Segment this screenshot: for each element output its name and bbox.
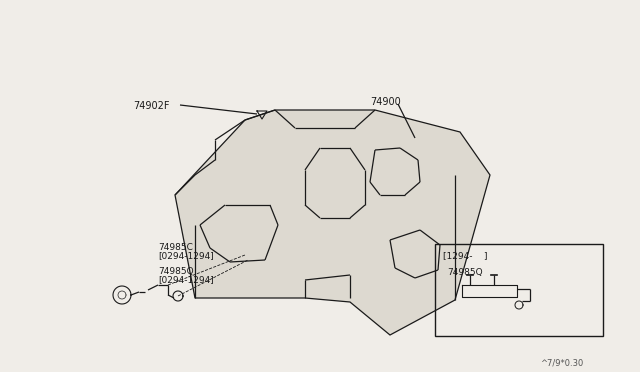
Text: [0294-1294]: [0294-1294] (158, 251, 214, 260)
Text: 74985Q: 74985Q (447, 268, 483, 277)
Text: 74985C: 74985C (158, 243, 193, 252)
Text: ^7/9*0.30: ^7/9*0.30 (540, 358, 583, 367)
Text: [1294-    ]: [1294- ] (443, 251, 488, 260)
Text: 74985Q: 74985Q (158, 267, 194, 276)
Text: [0294-1294]: [0294-1294] (158, 275, 214, 284)
Text: 74900: 74900 (370, 97, 401, 107)
Text: 74902F: 74902F (133, 101, 170, 111)
Polygon shape (175, 110, 490, 335)
Bar (435, 244, 603, 336)
